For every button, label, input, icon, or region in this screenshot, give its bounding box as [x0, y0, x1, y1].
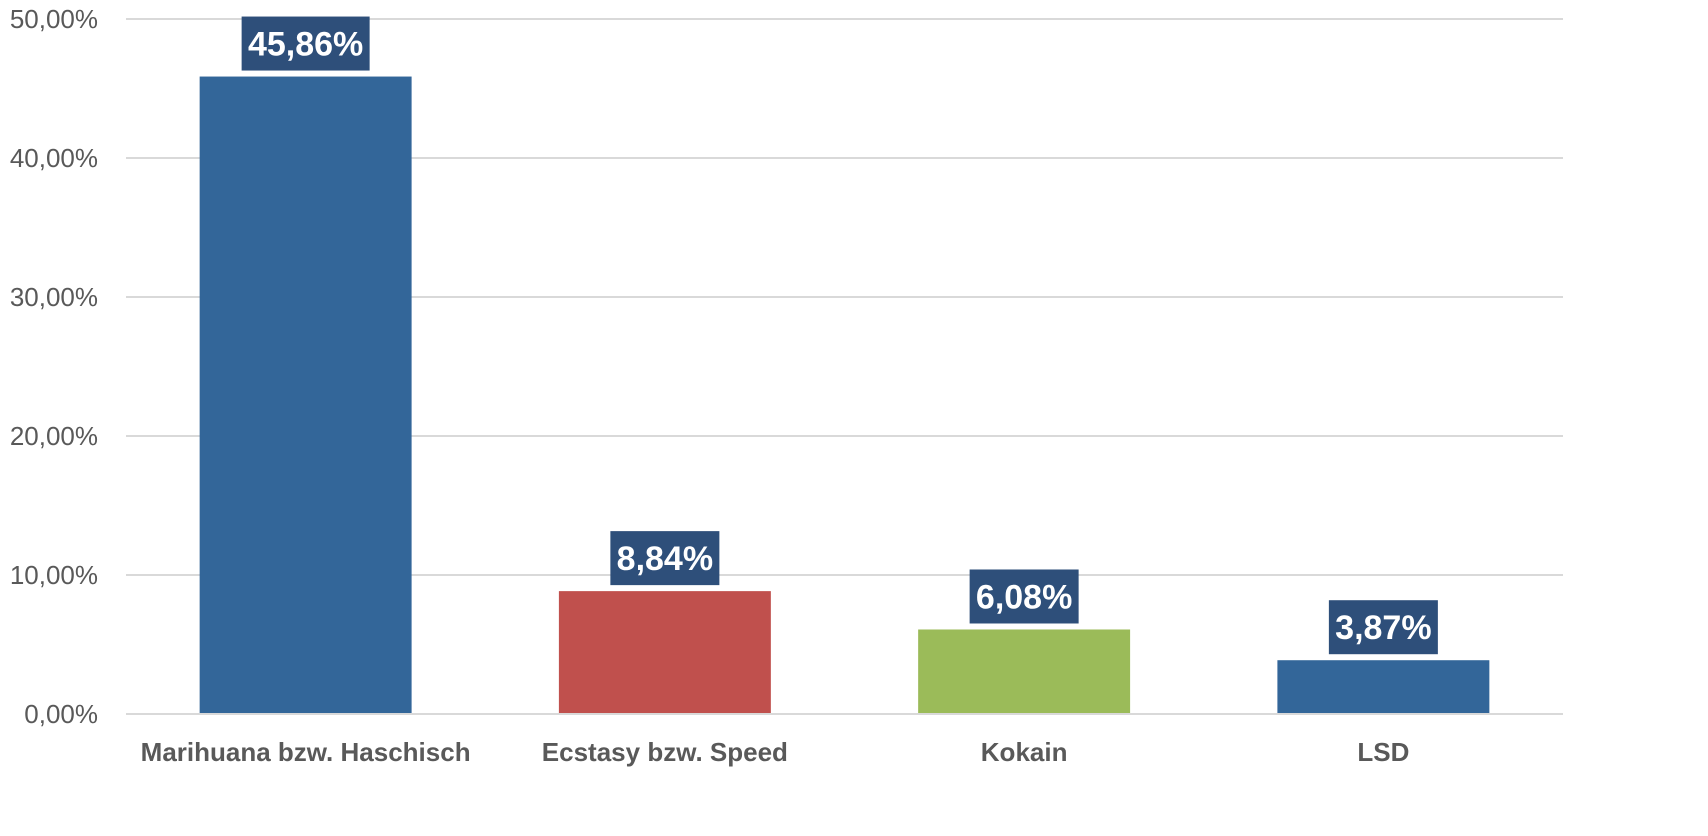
data-label-box: [969, 569, 1079, 624]
y-tick-label: 40,00%: [10, 143, 98, 173]
data-label-box: [610, 531, 720, 586]
y-axis-tick-labels: 0,00% 10,00% 20,00% 30,00% 40,00% 50,00%: [10, 4, 98, 729]
x-category-label: LSD: [1357, 737, 1409, 767]
data-label-box: [1328, 600, 1438, 655]
y-tick-label: 0,00%: [24, 699, 98, 729]
x-category-label: Kokain: [981, 737, 1068, 767]
data-label: 8,84%: [617, 540, 713, 578]
data-label: 3,87%: [1335, 609, 1431, 647]
bar: [918, 629, 1131, 714]
y-tick-label: 20,00%: [10, 421, 98, 451]
x-category-label: Marihuana bzw. Haschisch: [141, 737, 471, 767]
data-label-box: [241, 16, 370, 71]
y-tick-label: 50,00%: [10, 4, 98, 34]
data-label: 6,08%: [976, 578, 1072, 616]
x-axis-category-labels: Marihuana bzw. Haschisch Ecstasy bzw. Spe…: [141, 737, 1410, 767]
bars: [199, 76, 1490, 714]
x-category-label: Ecstasy bzw. Speed: [542, 737, 788, 767]
bar: [199, 76, 412, 714]
data-labels: 45,86% 8,84% 6,08% 3,87%: [241, 16, 1438, 655]
bar: [558, 591, 771, 714]
y-tick-label: 10,00%: [10, 560, 98, 590]
y-tick-label: 30,00%: [10, 282, 98, 312]
bar: [1277, 660, 1490, 714]
data-label: 45,86%: [248, 26, 363, 64]
